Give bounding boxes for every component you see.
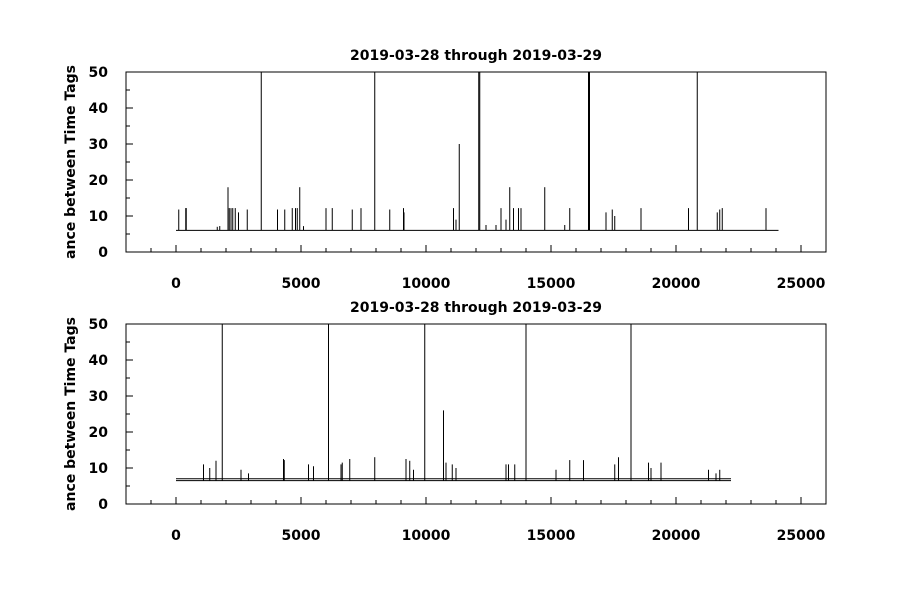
y-tick-label: 30 — [89, 389, 109, 405]
x-tick-label: 15000 — [527, 528, 576, 544]
plot-frame — [125, 323, 827, 505]
chart-title: 2019-03-28 through 2019-03-29 — [350, 48, 602, 64]
x-tick-label: 5000 — [282, 528, 321, 544]
y-tick-label: 20 — [89, 173, 109, 189]
chart-panel-top: 2019-03-28 through 2019-03-29 ance betwe… — [63, 48, 827, 292]
y-tick-label: 50 — [89, 317, 109, 333]
y-tick-label: 10 — [89, 461, 109, 477]
chart-panel-bottom: 2019-03-28 through 2019-03-29 ance betwe… — [63, 300, 827, 544]
y-tick-label: 30 — [89, 137, 109, 153]
x-tick-label: 20000 — [652, 276, 701, 292]
axis-ticks: 0 10 20 30 40 50 0 5000 10000 15000 20000 25000 — [89, 317, 827, 544]
y-axis-label: ance between Time Tags — [63, 317, 79, 511]
x-tick-label: 15000 — [527, 276, 576, 292]
y-axis-label: ance between Time Tags — [63, 65, 79, 259]
x-tick-label: 10000 — [402, 528, 451, 544]
y-tick-label: 0 — [98, 245, 108, 261]
y-tick-label: 0 — [98, 497, 108, 513]
data-marks — [176, 72, 779, 231]
y-tick-label: 40 — [89, 353, 109, 369]
axis-ticks: 0 10 20 30 40 50 0 5000 10000 15000 20000 25000 — [89, 65, 827, 292]
x-tick-label: 5000 — [282, 276, 321, 292]
x-tick-label: 10000 — [402, 276, 451, 292]
y-tick-label: 50 — [89, 65, 109, 81]
y-tick-label: 20 — [89, 425, 109, 441]
x-tick-label: 25000 — [777, 276, 826, 292]
x-tick-label: 20000 — [652, 528, 701, 544]
x-tick-label: 0 — [171, 276, 181, 292]
y-tick-label: 10 — [89, 209, 109, 225]
x-tick-label: 25000 — [777, 528, 826, 544]
y-tick-label: 40 — [89, 101, 109, 117]
chart-title: 2019-03-28 through 2019-03-29 — [350, 300, 602, 316]
x-tick-label: 0 — [171, 528, 181, 544]
data-marks — [176, 324, 731, 482]
